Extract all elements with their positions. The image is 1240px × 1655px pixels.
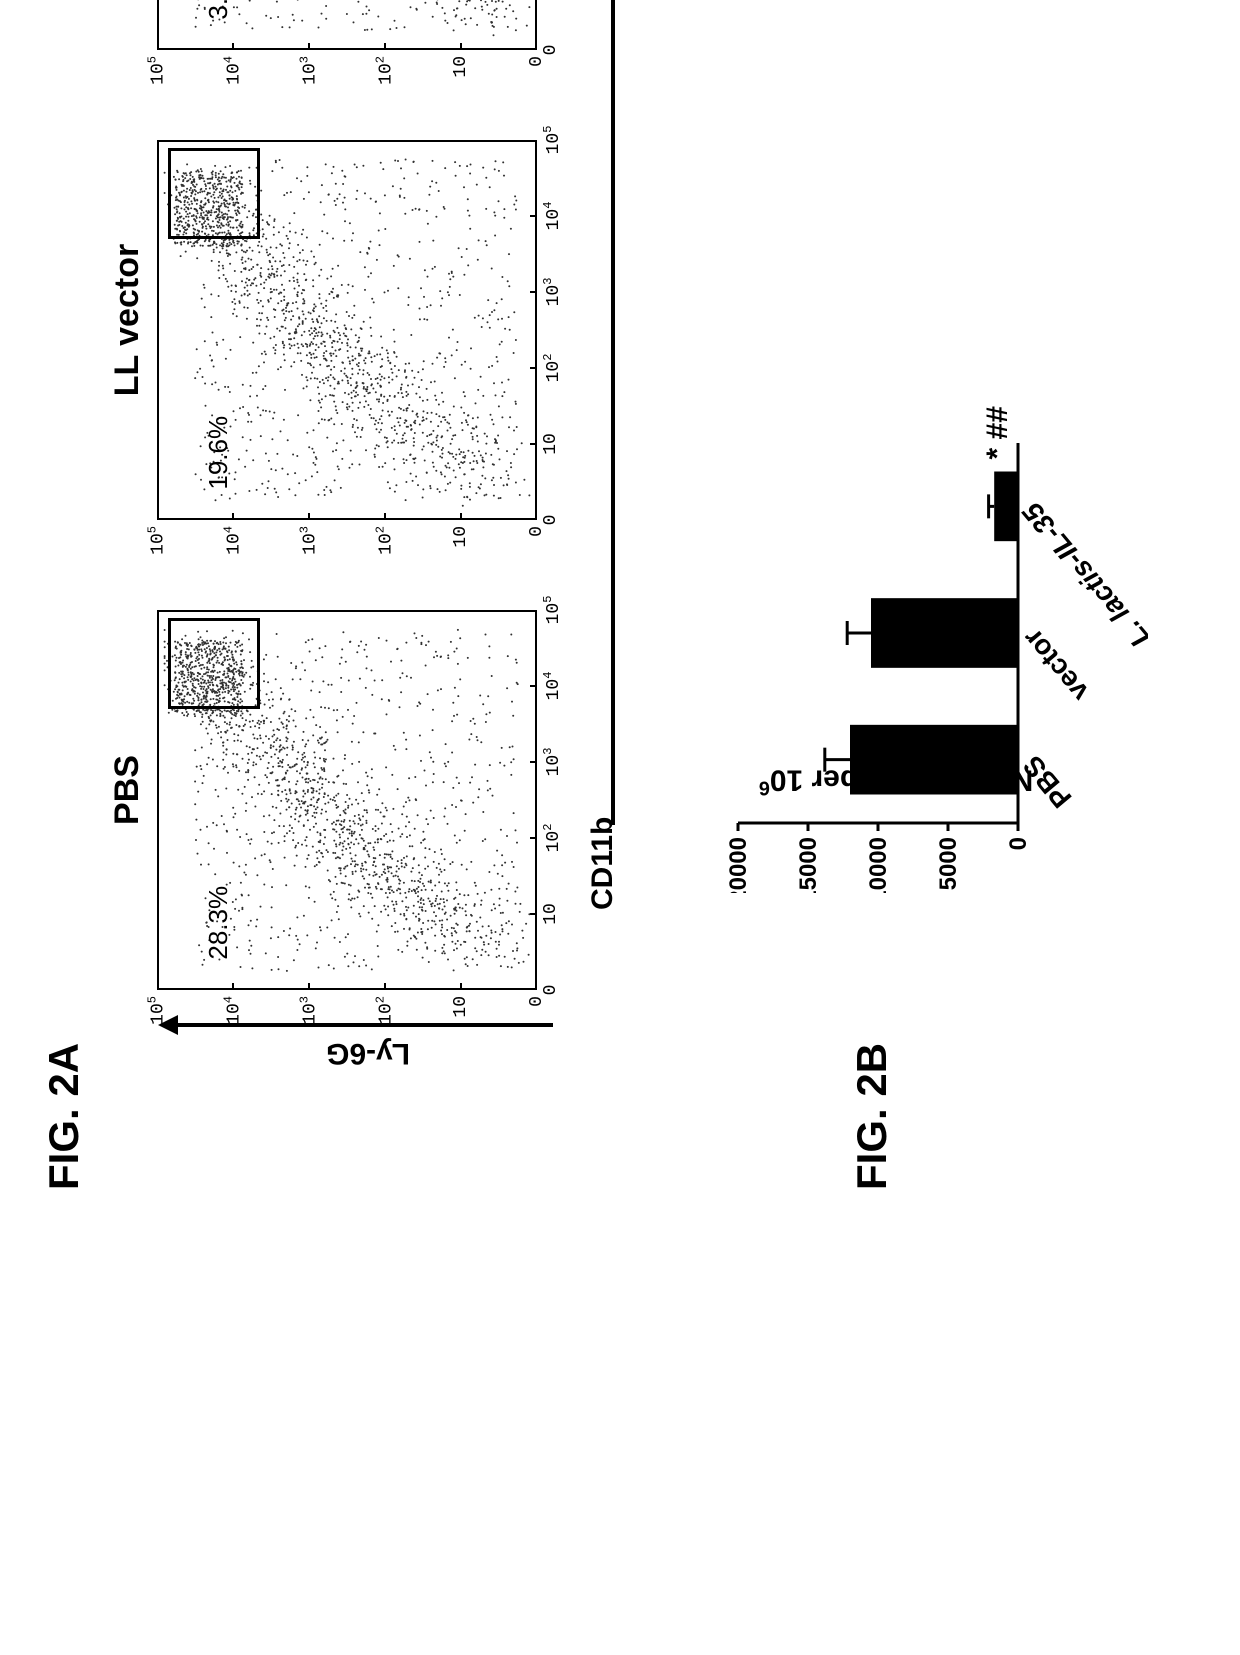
fig-2b-label: FIG. 2B	[848, 1043, 896, 1190]
y-axis-label: Ly-6G	[326, 1036, 410, 1070]
gate-box	[168, 618, 259, 709]
gate-label: 19.6%	[203, 416, 234, 490]
scatter-row: PBS28.3%010102103104105010102103104105LL…	[108, 0, 537, 1110]
x-axis-label: CD11b	[586, 817, 620, 910]
x-tick-labels: 010102103104105	[537, 610, 565, 990]
x-tick-labels: 010102103104105	[537, 0, 565, 50]
y-tick-labels: 010102103104105	[157, 520, 537, 570]
bar-y-label: Neutrophils per 106	[759, 763, 1034, 799]
y-tick-labels: 010102103104105	[157, 50, 537, 100]
bar-chart-svg: 05000100001500020000PBSvectorL. lactis-I…	[728, 393, 1148, 893]
gate-box	[168, 148, 259, 239]
gate-label: 3.86%	[203, 0, 234, 20]
scatter-frame: 3.86%010102103104105010102103104105	[157, 0, 537, 50]
significance-label: * ##	[981, 406, 1015, 459]
y-tick-labels: 010102103104105	[157, 990, 537, 1040]
scatter-frame: 19.6%010102103104105010102103104105	[157, 140, 537, 520]
x-tick-labels: 010102103104105	[537, 140, 565, 520]
bar-y-label-text: Neutrophils per 10	[770, 764, 1033, 797]
scatter-panel: LL vector 19.6%01010210310410501010210310…	[108, 120, 537, 520]
panel-a: Ly-6G PBS28.3%01010210310410501010210310…	[108, 0, 628, 1110]
scatter-title: LL vector	[108, 120, 147, 520]
scatter-panel: LL-IL35 3.86%0101021031041050101021031041…	[108, 0, 537, 50]
scatter-title: LL-IL35	[108, 0, 147, 50]
scatter-title: PBS	[108, 590, 147, 990]
scatter-frame: 28.3%010102103104105010102103104105	[157, 610, 537, 990]
fig-2a-label: FIG. 2A	[40, 0, 88, 1190]
scatter-panel: PBS 28.3%010102103104105010102103104105	[108, 590, 537, 990]
bar-y-label-exp: 6	[759, 777, 770, 799]
gate-label: 28.3%	[203, 886, 234, 960]
x-axis-arrow	[598, 0, 628, 830]
bar-chart: Neutrophils per 106 05000100001500020000…	[728, 393, 1148, 893]
